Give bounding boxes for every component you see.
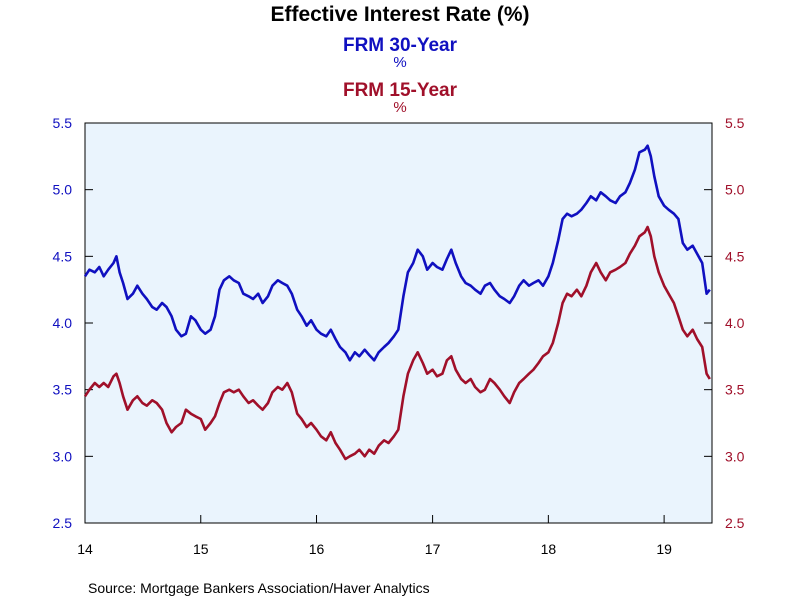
y-right-tick-label: 3.5 bbox=[725, 382, 745, 398]
y-left-tick-label: 4.0 bbox=[53, 315, 73, 331]
y-left-tick-label: 5.0 bbox=[53, 182, 73, 198]
series-line-frm-30-year bbox=[83, 144, 711, 362]
source-note: Source: Mortgage Bankers Association/Hav… bbox=[88, 580, 430, 596]
legend-series-30-unit: % bbox=[393, 54, 406, 71]
y-right-tick-label: 4.5 bbox=[725, 248, 745, 264]
y-left-tick-label: 3.5 bbox=[53, 382, 73, 398]
series-line-frm-15-year bbox=[83, 225, 711, 461]
x-tick-label: 14 bbox=[77, 541, 93, 557]
x-tick-label: 16 bbox=[309, 541, 325, 557]
x-axis: 14 15 16 17 18 19 bbox=[77, 515, 672, 557]
x-tick-label: 19 bbox=[656, 541, 672, 557]
chart-title: Effective Interest Rate (%) bbox=[270, 3, 529, 26]
legend-series-15-name: FRM 15-Year bbox=[343, 80, 458, 101]
y-left-tick-label: 3.0 bbox=[53, 448, 73, 464]
y-axis-left: 2.5 3.0 3.5 4.0 4.5 5.0 5.5 bbox=[53, 115, 93, 531]
y-left-tick-label: 2.5 bbox=[53, 515, 73, 531]
y-right-tick-label: 4.0 bbox=[725, 315, 745, 331]
x-tick-label: 15 bbox=[193, 541, 209, 557]
y-right-tick-label: 2.5 bbox=[725, 515, 745, 531]
y-axis-right: 2.5 3.0 3.5 4.0 4.5 5.0 5.5 bbox=[704, 115, 745, 531]
y-right-tick-label: 3.0 bbox=[725, 448, 745, 464]
y-right-tick-label: 5.0 bbox=[725, 182, 745, 198]
y-left-tick-label: 5.5 bbox=[53, 115, 73, 131]
y-left-tick-label: 4.5 bbox=[53, 248, 73, 264]
x-tick-label: 18 bbox=[541, 541, 557, 557]
legend-series-30-name: FRM 30-Year bbox=[343, 35, 458, 56]
legend-series-15-unit: % bbox=[393, 99, 406, 116]
y-right-tick-label: 5.5 bbox=[725, 115, 745, 131]
x-tick-label: 17 bbox=[425, 541, 441, 557]
